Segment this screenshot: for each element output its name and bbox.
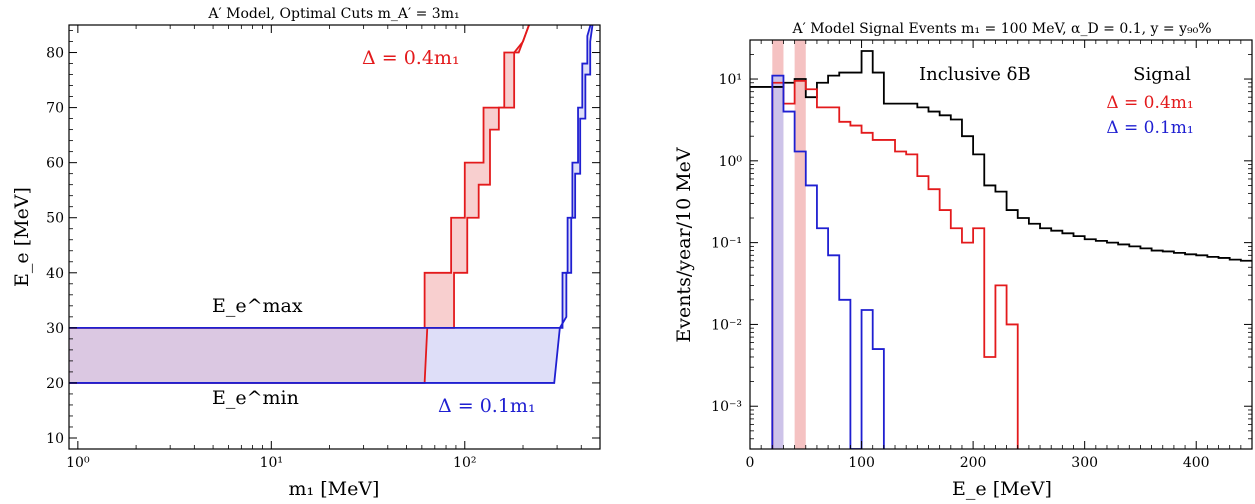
- right-plot-frame: [749, 39, 1253, 450]
- right-x-tick-label: 0: [746, 455, 755, 471]
- right-x-axis-label: E_e [MeV]: [952, 478, 1052, 500]
- right-y-tick-label: 10⁻²: [711, 317, 742, 333]
- label-inclusive-background: Inclusive δB: [919, 64, 1031, 85]
- signal-band-1: [794, 40, 806, 449]
- histogram-2: [771, 74, 885, 449]
- left-plot-frame: [68, 24, 601, 450]
- label-emin: E_e^min: [212, 387, 299, 409]
- left-y-tick-label: 60: [46, 156, 64, 172]
- band-upper-edge-1: [69, 25, 592, 329]
- left-x-axis-label: m₁ [MeV]: [289, 478, 380, 500]
- left-y-tick-label: 40: [46, 266, 64, 282]
- right-axes: 0 100 200 300 400 10⁻³ 10⁻² 10⁻¹ 10⁰ 10¹: [711, 39, 1252, 471]
- legend-red-delta: Δ = 0.4m₁: [1106, 93, 1193, 113]
- right-chart: 0 100 200 300 400 10⁻³ 10⁻² 10⁻¹ 10⁰ 10¹ A′ Model…: [673, 21, 1253, 500]
- left-y-tick-label: 10: [46, 431, 64, 447]
- right-y-tick-label: 10¹: [719, 72, 742, 88]
- histogram-1: [771, 79, 1019, 449]
- right-plot-area: [750, 40, 1252, 449]
- right-y-axis-label: Events/year/10 MeV: [673, 147, 695, 343]
- label-red-delta: Δ = 0.4m₁: [362, 47, 460, 69]
- left-y-tick-label: 50: [46, 211, 64, 227]
- label-blue-delta: Δ = 0.1m₁: [438, 395, 536, 417]
- right-chart-title: A′ Model Signal Events m₁ = 100 MeV, α_D…: [791, 21, 1211, 37]
- left-chart-title: A′ Model, Optimal Cuts m_A′ = 3m₁: [207, 6, 459, 22]
- right-y-tick-label: 10⁰: [719, 154, 743, 170]
- band-upper-edge-0: [69, 25, 531, 329]
- left-y-axis-label: E_e [MeV]: [11, 187, 33, 287]
- left-axes: 10 20 30 40 50 60 70 80 10⁰ 10¹ 10²: [46, 25, 601, 471]
- left-x-tick-label: 10⁰: [66, 455, 90, 471]
- band-fill-1: [69, 25, 593, 383]
- legend-signal-title: Signal: [1133, 64, 1191, 85]
- right-x-tick-label: 100: [848, 455, 875, 471]
- left-y-tick-label: 20: [46, 376, 64, 392]
- right-x-tick-label: 400: [1183, 455, 1210, 471]
- right-x-tick-label: 200: [960, 455, 987, 471]
- left-x-tick-label: 10²: [453, 455, 476, 471]
- legend-blue-delta: Δ = 0.1m₁: [1106, 118, 1193, 138]
- band-lower-edge-1: [69, 25, 594, 384]
- left-y-tick-label: 80: [46, 46, 64, 62]
- left-chart: 10 20 30 40 50 60 70 80 10⁰ 10¹ 10² A′ Model, Opti…: [11, 6, 601, 500]
- label-emax: E_e^max: [212, 295, 303, 317]
- blue-first-bin-fill: [772, 75, 784, 449]
- left-y-tick-label: 70: [46, 101, 64, 117]
- left-x-tick-label: 10¹: [260, 455, 283, 471]
- right-x-tick-label: 300: [1071, 455, 1098, 471]
- left-plot-area: [69, 25, 594, 384]
- right-y-tick-label: 10⁻¹: [711, 236, 742, 252]
- right-y-tick-label: 10⁻³: [711, 399, 742, 415]
- histogram-0: [750, 50, 1252, 262]
- left-y-tick-label: 30: [46, 321, 64, 337]
